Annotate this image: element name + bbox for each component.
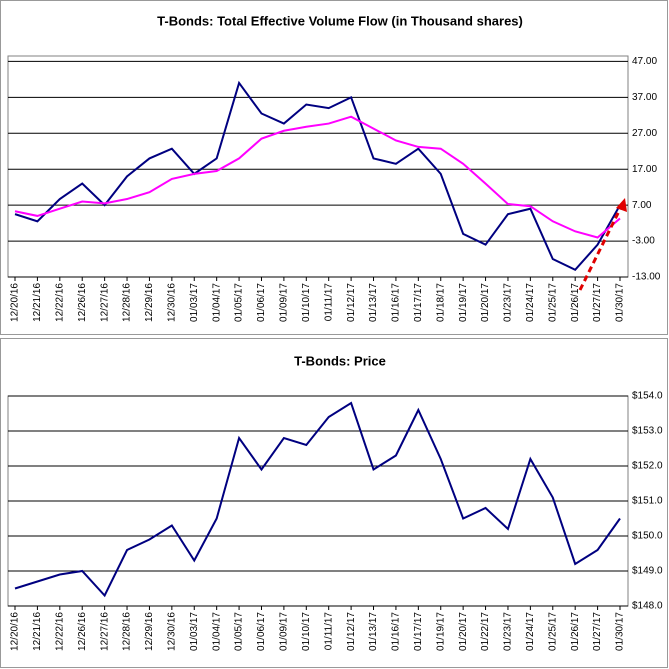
x-tick-label: 01/25/17 [547,612,558,651]
series-line [14,115,621,239]
x-tick-label: 12/28/16 [122,283,133,322]
y-tick-label: 17.00 [632,164,657,175]
x-tick-label: 12/26/16 [77,283,88,322]
x-tick-label: 01/04/17 [211,283,222,322]
x-tick-label: 01/23/17 [503,612,514,651]
series-line [14,80,621,272]
x-tick-label: 01/13/17 [368,612,379,651]
series-line [14,401,621,598]
trend-arrow [578,204,624,291]
x-tick-label: 01/20/17 [458,612,469,651]
x-tick-label: 12/20/16 [10,612,21,651]
x-tick-label: 01/04/17 [211,612,222,651]
plot-area [7,55,629,278]
y-tick-label: $154.0 [632,391,663,402]
y-tick-label: $152.0 [632,461,663,472]
x-tick-label: 01/11/17 [323,283,334,322]
x-tick-label: 01/24/17 [525,283,536,322]
x-tick-label: 01/30/17 [615,612,626,651]
y-tick-label: 27.00 [632,128,657,139]
x-tick-label: 01/06/17 [256,283,267,322]
y-tick-label: $149.0 [632,566,663,577]
x-tick-label: 01/03/17 [189,283,200,322]
x-tick-label: 12/21/16 [32,612,43,651]
x-tick-label: 12/30/16 [166,612,177,651]
arrow-head [616,198,627,212]
x-tick-label: 12/29/16 [144,283,155,322]
x-tick-label: 01/16/17 [391,283,402,322]
y-tick-label: $150.0 [632,531,663,542]
x-tick-label: 01/13/17 [368,283,379,322]
x-tick-label: 01/23/17 [503,283,514,322]
y-tick-label: 47.00 [632,56,657,67]
x-tick-label: 12/22/16 [54,283,65,322]
x-tick-label: 01/20/17 [480,283,491,322]
x-tick-label: 12/29/16 [144,612,155,651]
x-tick-label: 01/05/17 [234,283,245,322]
x-tick-label: 01/19/17 [435,612,446,651]
chart-title: T-Bonds: Total Effective Volume Flow (in… [157,13,523,28]
x-tick-label: 12/22/16 [54,612,65,651]
x-tick-label: 01/30/17 [615,283,626,322]
x-tick-label: 12/20/16 [10,283,21,322]
x-tick-label: 12/27/16 [99,283,110,322]
x-tick-label: 01/06/17 [256,612,267,651]
y-tick-label: -3.00 [632,236,655,247]
x-tick-label: 01/10/17 [301,283,312,322]
x-tick-label: 01/10/17 [301,612,312,651]
x-tick-label: 01/18/17 [435,283,446,322]
x-tick-label: 01/05/17 [234,612,245,651]
y-tick-label: $153.0 [632,426,663,437]
x-tick-label: 01/12/17 [346,612,357,651]
x-tick-label: 01/19/17 [458,283,469,322]
x-tick-label: 01/11/17 [323,612,334,651]
y-tick-label: -13.00 [632,272,661,283]
y-tick-label: $151.0 [632,496,663,507]
x-tick-label: 01/25/17 [547,283,558,322]
x-tick-label: 01/03/17 [189,612,200,651]
x-tick-label: 01/27/17 [592,612,603,651]
charts: 47.00 37.00 27.00 17.00 7.00 -3.00 -13.00 12/20… [7,55,663,651]
x-tick-label: 01/24/17 [525,612,536,651]
x-tick-label: 12/27/16 [99,612,110,651]
x-tick-label: 12/21/16 [32,283,43,322]
x-tick-label: 01/12/17 [346,283,357,322]
x-tick-label: 01/22/17 [480,612,491,651]
x-tick-label: 01/26/17 [570,283,581,322]
x-tick-label: 01/09/17 [279,283,290,322]
x-tick-label: 01/16/17 [391,612,402,651]
x-tick-label: 12/28/16 [122,612,133,651]
x-tick-label: 01/27/17 [592,283,603,322]
x-tick-label: 12/30/16 [166,283,177,322]
x-tick-label: 12/26/16 [77,612,88,651]
x-tick-label: 01/09/17 [279,612,290,651]
y-tick-label: $148.0 [632,601,663,612]
x-tick-label: 01/17/17 [413,283,424,322]
x-tick-label: 01/26/17 [570,612,581,651]
x-tick-label: 01/17/17 [413,612,424,651]
chart-title: T-Bonds: Price [294,353,386,368]
y-tick-label: 7.00 [632,200,652,211]
y-tick-label: 37.00 [632,92,657,103]
